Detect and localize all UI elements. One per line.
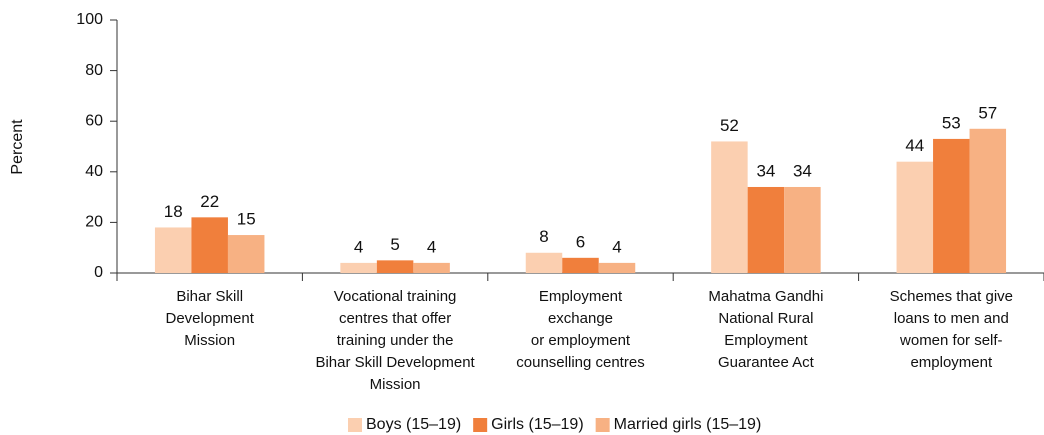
x-tick-label: Bihar Skill Development Mission [166, 288, 255, 349]
bar [154, 227, 192, 273]
bar [376, 260, 414, 273]
x-tick-label: Vocational training centres that offer tra… [315, 288, 475, 393]
value-label: 4 [427, 237, 436, 256]
y-tick-label: 60 [85, 112, 103, 129]
y-axis-label: Percent [9, 119, 26, 175]
y-tick-label: 0 [94, 264, 103, 281]
legend-swatch [348, 418, 362, 432]
legend-label: Boys (15–19) [366, 416, 461, 433]
legend-swatch [595, 418, 610, 432]
bar [933, 138, 970, 273]
value-label: 22 [200, 192, 219, 211]
y-tick-label: 20 [85, 214, 103, 231]
value-label: 34 [793, 161, 812, 180]
x-tick-label: Schemes that give loans to men and women f… [890, 288, 1013, 371]
legend-label: Married girls (15–19) [614, 416, 762, 433]
value-label: 34 [756, 161, 775, 180]
x-tick-label: Mahatma Gandhi National Rural Employment Gu… [708, 288, 823, 371]
bar [711, 141, 748, 273]
y-tick-label: 100 [76, 11, 103, 28]
bar [562, 257, 599, 273]
value-label: 4 [612, 237, 621, 256]
y-tick-label: 80 [85, 62, 103, 79]
y-tick-label: 40 [85, 163, 103, 180]
x-tick-label: Employment exchange or employment counselli… [516, 288, 644, 371]
bar [413, 262, 450, 273]
bar [525, 252, 563, 273]
value-label: 44 [905, 136, 924, 155]
value-label: 6 [576, 232, 585, 251]
bar [340, 262, 377, 273]
value-label: 8 [539, 227, 548, 246]
legend-swatch [473, 418, 488, 432]
bar [896, 161, 934, 273]
value-label: 57 [978, 103, 997, 122]
value-label: 52 [720, 116, 739, 135]
bar [191, 217, 228, 273]
value-label: 5 [390, 235, 399, 254]
value-label: 4 [354, 237, 363, 256]
value-label: 15 [237, 210, 256, 229]
value-label: 18 [164, 202, 183, 221]
bar [227, 235, 265, 273]
bar [969, 128, 1007, 273]
value-label: 53 [942, 113, 961, 132]
bar [784, 186, 821, 273]
legend-label: Girls (15–19) [491, 416, 583, 433]
bar [747, 186, 785, 273]
bar [598, 262, 636, 273]
